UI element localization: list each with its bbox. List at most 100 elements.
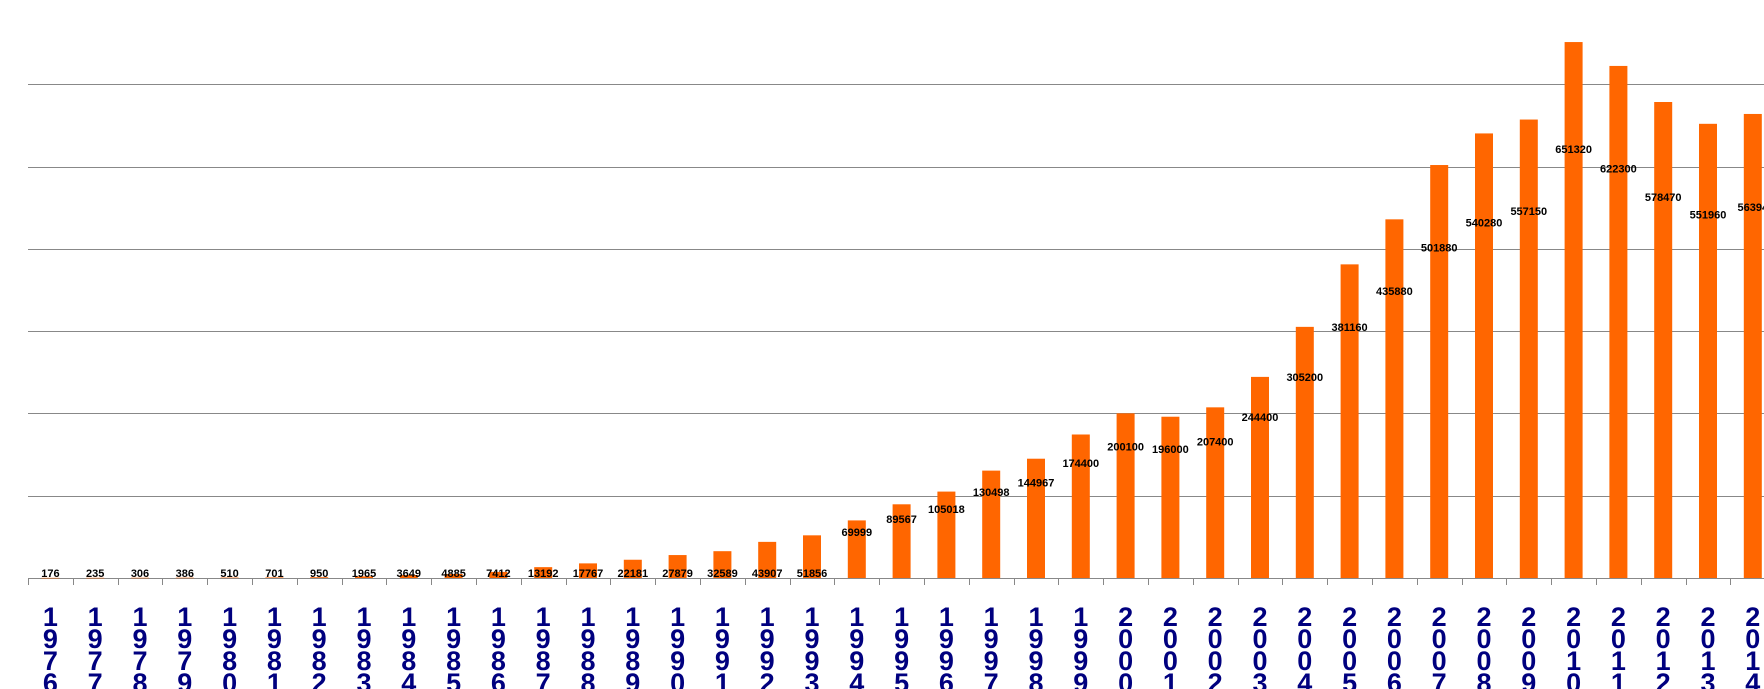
bar-1992 — [758, 541, 777, 578]
x-axis — [28, 578, 1764, 585]
value-label-1995: 89567 — [886, 514, 917, 526]
value-label-1981: 701 — [265, 568, 283, 580]
value-label-1991: 32589 — [707, 568, 738, 580]
bar-2009 — [1519, 119, 1538, 579]
bar-2007 — [1430, 165, 1449, 578]
value-label-2014: 56394 — [1738, 202, 1764, 214]
bar-1982 — [310, 577, 329, 578]
bar-1990 — [668, 555, 687, 578]
bar-1985 — [444, 573, 463, 578]
bar-2004 — [1295, 326, 1314, 578]
bar-1998 — [1027, 458, 1045, 578]
bar-1980 — [220, 577, 239, 579]
bar-1989 — [623, 559, 642, 578]
value-label-2005: 381160 — [1332, 322, 1368, 334]
bar-2012 — [1654, 102, 1673, 578]
bar-1977 — [86, 577, 105, 579]
bar-1984 — [399, 574, 418, 578]
bar-1999 — [1071, 434, 1090, 578]
bar-1991 — [713, 551, 732, 578]
bar-1983 — [355, 576, 373, 578]
value-label-1999: 174400 — [1062, 458, 1099, 470]
value-label-2002: 207400 — [1197, 436, 1234, 448]
bar-2014 — [1743, 113, 1762, 578]
value-label-1992: 43907 — [752, 568, 783, 580]
bar-1993 — [803, 535, 821, 578]
bars — [41, 42, 1762, 579]
bar-2005 — [1340, 264, 1359, 578]
value-label-2003: 244400 — [1242, 412, 1279, 424]
value-label-1990: 27879 — [662, 568, 693, 580]
bar-2010 — [1564, 42, 1583, 578]
bar-2003 — [1251, 376, 1269, 578]
gridlines — [28, 84, 1764, 497]
value-label-2008: 540280 — [1466, 217, 1503, 229]
bar-2006 — [1385, 219, 1404, 579]
value-label-1993: 51856 — [797, 568, 828, 580]
value-label-1984: 3649 — [397, 568, 421, 580]
value-label-1987: 13192 — [528, 568, 559, 580]
value-label-2004: 305200 — [1286, 372, 1323, 384]
bar-2001 — [1161, 416, 1180, 578]
bar-1996 — [937, 491, 956, 578]
value-labels: 176 235 306 386 510 701 950 1965 3649 4885 7412 131… — [41, 144, 1764, 580]
value-label-1982: 950 — [310, 568, 328, 580]
bar-2000 — [1116, 413, 1135, 578]
bar-1994 — [847, 520, 866, 578]
bar-1976 — [41, 577, 60, 579]
bar-1978 — [131, 577, 149, 579]
value-label-1983: 1965 — [352, 568, 376, 580]
value-label-2013: 551960 — [1690, 210, 1727, 222]
value-label-2001: 196000 — [1152, 444, 1189, 456]
value-label-1988: 17767 — [573, 568, 604, 580]
value-label-2007: 501880 — [1421, 243, 1458, 255]
value-label-1978: 306 — [131, 568, 149, 580]
value-label-1986: 7412 — [486, 568, 510, 580]
value-label-1997: 130498 — [973, 487, 1010, 499]
value-label-2011: 622300 — [1600, 163, 1637, 175]
value-label-1994: 69999 — [842, 527, 873, 539]
value-label-2006: 435880 — [1376, 286, 1413, 298]
bar-1988 — [579, 563, 597, 578]
value-label-2000: 200100 — [1107, 441, 1144, 453]
value-label-1998: 144967 — [1018, 478, 1055, 490]
x-tick-labels: 1 9 7 6 1 9 7 7 1 9 7 8 1 9 7 9 1 9 8 0 1 9 8 1 1 9 8 2 1 9 8 3 1 9 8 4 1 9 8 5… — [43, 602, 1760, 689]
bar-1986 — [489, 571, 508, 578]
value-label-1979: 386 — [176, 568, 194, 580]
value-label-1996: 105018 — [928, 504, 965, 516]
value-label-1989: 22181 — [618, 568, 649, 580]
bar-1997 — [982, 470, 1001, 578]
value-label-2012: 578470 — [1645, 192, 1682, 204]
bar-1981 — [265, 577, 284, 578]
value-label-1976: 176 — [41, 568, 59, 580]
